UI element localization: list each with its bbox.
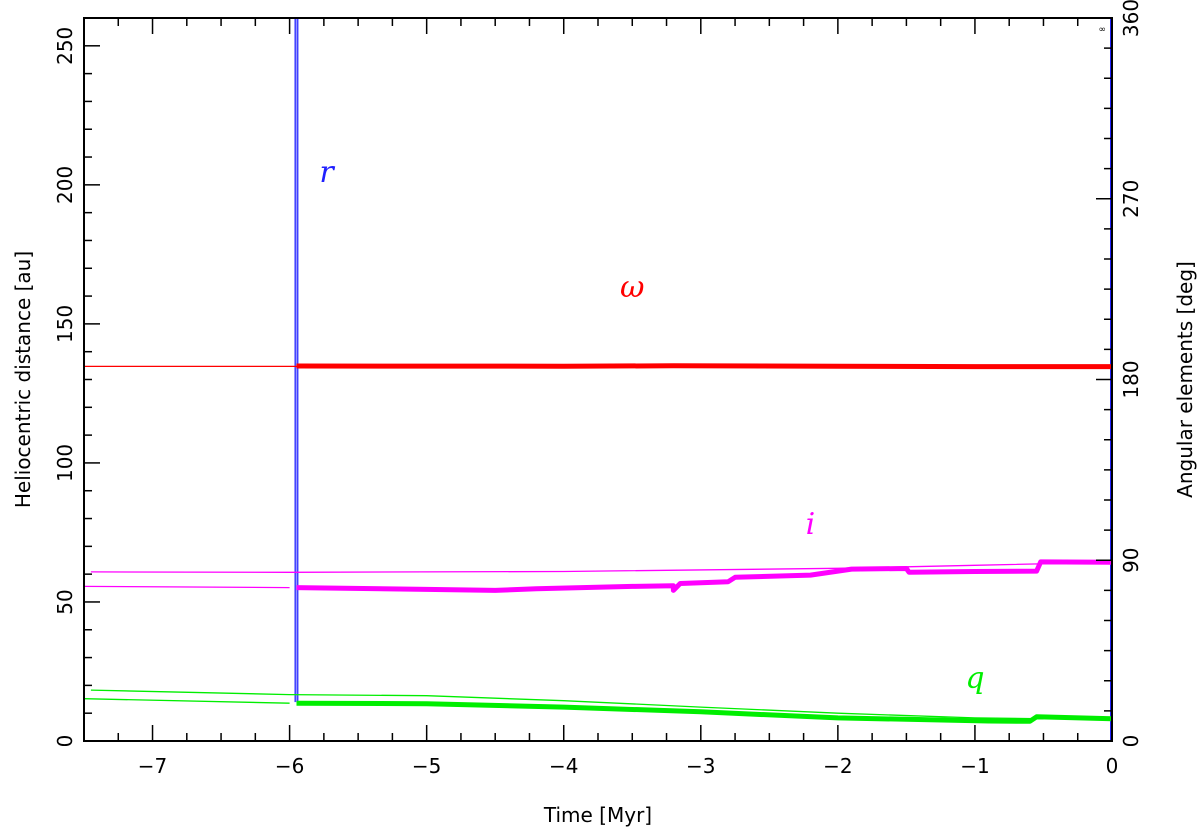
series-q-line (90, 689, 1044, 720)
y-right-tick-label: 90 (1119, 548, 1143, 573)
x-tick-label: −1 (960, 754, 989, 778)
series-q-line (296, 700, 1113, 724)
series-q-line (83, 698, 290, 704)
y-right-tick-label: 180 (1119, 360, 1143, 398)
x-tick-label: −2 (823, 754, 852, 778)
y-left-tick-label: 50 (53, 589, 77, 614)
y-left-tick-label: 0 (53, 735, 77, 748)
y-axis-right-title: Angular elements [deg] (1173, 261, 1197, 498)
y-left-tick-label: 100 (53, 444, 77, 482)
x-tick-label: 0 (1106, 754, 1119, 778)
y-left-tick-label: 200 (53, 166, 77, 204)
y-left-tick-label: 250 (53, 27, 77, 65)
curve-labels: r ω i q (319, 155, 984, 696)
x-tick-label: −6 (275, 754, 304, 778)
plot-frame (83, 17, 1113, 742)
data-curves (83, 18, 1113, 741)
x-tick-label: −7 (138, 754, 167, 778)
series-label: i (806, 507, 816, 542)
x-axis-title: Time [Myr] (543, 803, 652, 827)
y-left-tick-label: 150 (53, 305, 77, 343)
series-label: r (319, 155, 335, 190)
y-right-tick-label: 360 (1119, 0, 1143, 37)
x-tick-label: −5 (412, 754, 441, 778)
series-i-line (90, 561, 1113, 573)
y-axis-left-title: Heliocentric distance [au] (11, 251, 35, 508)
series-label: ω (620, 270, 644, 305)
y-right-tick-label: 0 (1119, 735, 1143, 748)
series-i-line (296, 559, 1113, 593)
axis-ticks (83, 17, 1113, 742)
series-i-line (83, 585, 290, 589)
x-tick-label: −3 (686, 754, 715, 778)
tick-labels: −7 −6 −5 −4 −3 −2 −1 00501001502002500901802703… (53, 0, 1143, 778)
series-omega-line (296, 363, 1112, 370)
corner-mark: ∞ (1099, 25, 1107, 35)
x-tick-label: −4 (549, 754, 578, 778)
y-right-tick-label: 270 (1119, 180, 1143, 218)
series-label: q (965, 661, 984, 696)
